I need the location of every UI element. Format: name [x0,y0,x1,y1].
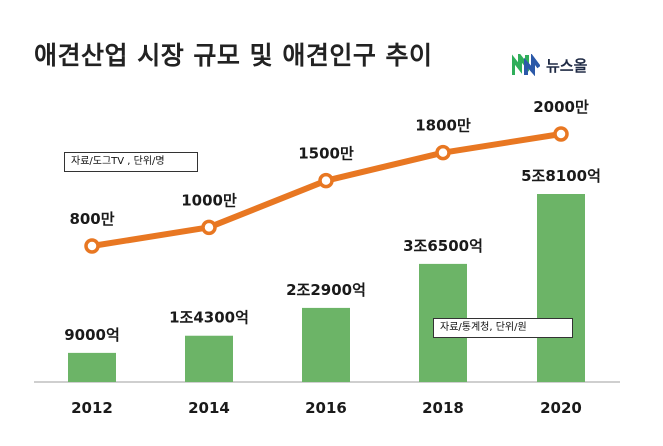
bar-value-label: 3조6500억 [403,237,483,255]
line-value-label: 800만 [69,210,114,228]
line-value-label: 1000만 [181,191,237,209]
line-point [318,172,334,189]
bar-value-label: 5조8100억 [521,167,601,185]
source-note-population: 자료/도그TV , 단위/명 [64,152,198,172]
x-tick-label: 2020 [540,399,582,417]
bar-value-label: 2조2900억 [286,281,366,299]
line-point [553,126,569,142]
bar [68,352,116,382]
line-value-label: 1800만 [415,117,471,135]
brand-logo: 뉴스올 [512,54,587,76]
line-point [435,144,451,161]
source-note-market: 자료/통계청, 단위/원 [433,318,573,338]
bar-value-label: 9000억 [64,326,120,344]
line-point [201,219,217,236]
x-tick-label: 2012 [71,399,113,417]
x-tick-label: 2016 [305,399,347,417]
logo-text: 뉴스올 [546,56,588,75]
logo-mark-icon [512,54,540,76]
bar [185,335,233,382]
bar [302,307,350,382]
line-point [84,238,100,254]
bar [537,194,585,382]
line-value-label: 1500만 [298,145,354,163]
x-tick-label: 2014 [188,399,230,417]
bar-value-label: 1조4300억 [169,309,249,327]
line-value-label: 2000만 [533,98,589,116]
x-tick-label: 2018 [422,399,464,417]
chart-title: 애견산업 시장 규모 및 애견인구 추이 [34,41,433,70]
